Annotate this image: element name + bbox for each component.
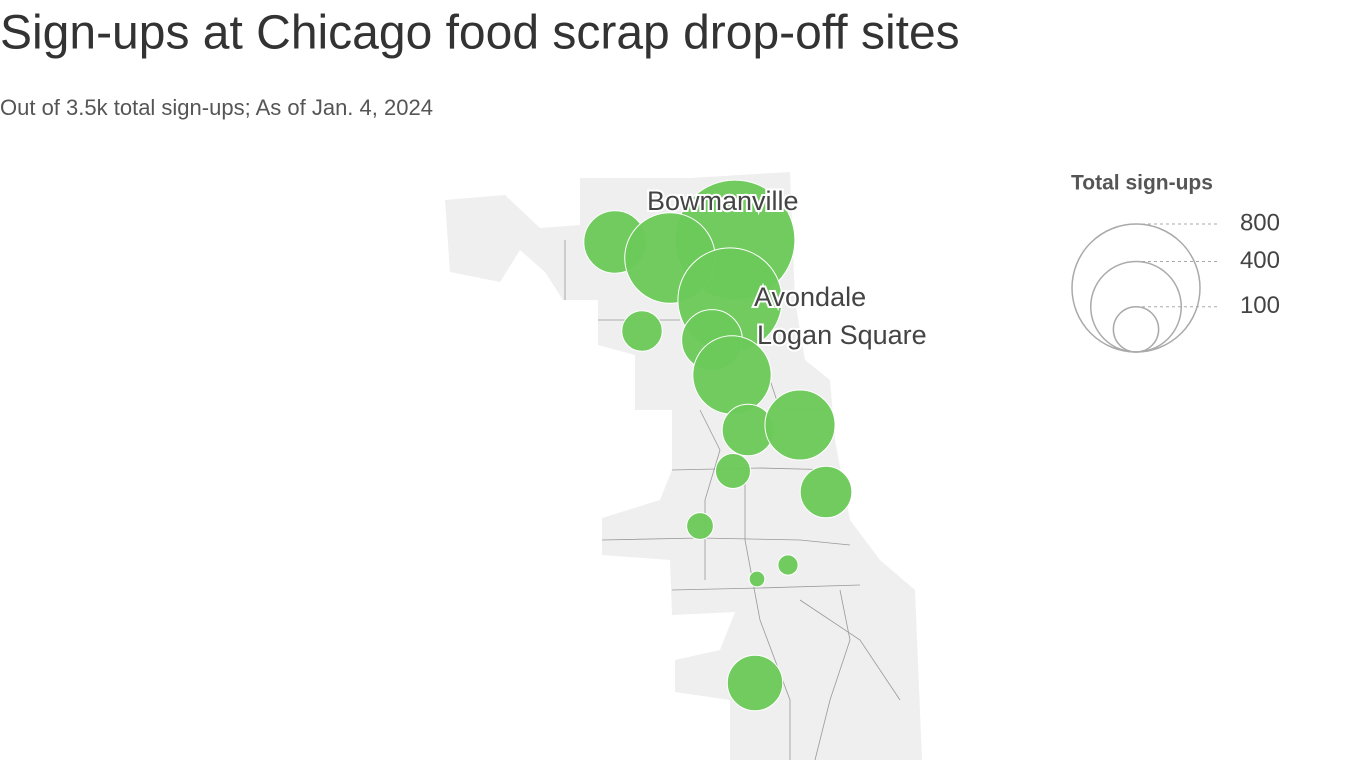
site-bubble	[621, 310, 663, 352]
site-bubble	[686, 512, 714, 540]
site-bubble	[799, 465, 853, 519]
legend-label: 800	[1240, 209, 1280, 236]
size-legend: 800 400 100	[1071, 209, 1280, 353]
title: Sign-ups at Chicago food scrap drop-off …	[0, 7, 960, 60]
legend-label: 400	[1240, 247, 1280, 274]
site-bubble	[726, 654, 784, 712]
site-bubble	[764, 389, 836, 461]
bubbles	[583, 179, 853, 712]
site-label: Bowmanville	[647, 186, 799, 216]
site-labels: Bowmanville Avondale Logan Square	[645, 184, 929, 352]
legend-label: 100	[1240, 292, 1280, 319]
site-label: Avondale	[754, 282, 866, 312]
site-bubble	[748, 570, 766, 588]
legend-circle	[1071, 223, 1201, 353]
subtitle: Out of 3.5k total sign-ups; As of Jan. 4…	[0, 95, 433, 120]
site-bubble	[714, 452, 752, 490]
legend-title: Total sign-ups	[1071, 172, 1213, 195]
legend-circle	[1112, 305, 1160, 353]
site-bubble	[777, 554, 799, 576]
site-label: Logan Square	[757, 320, 927, 350]
